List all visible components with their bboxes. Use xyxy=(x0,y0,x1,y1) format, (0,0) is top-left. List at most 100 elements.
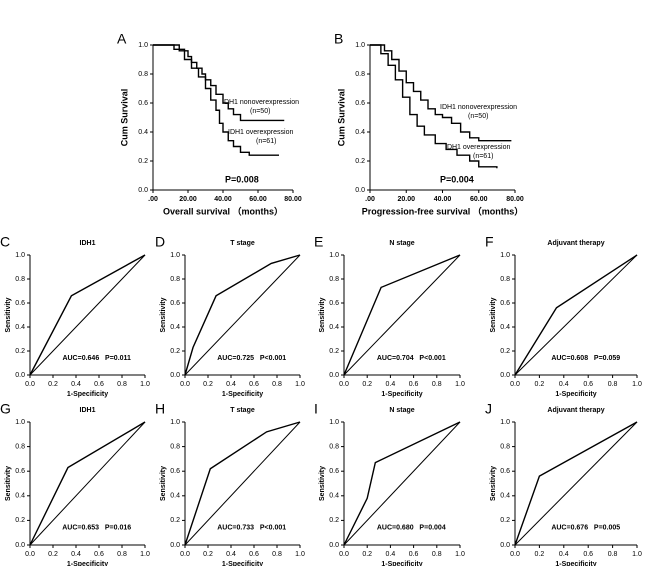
y-tick-label: 0.2 xyxy=(15,348,25,355)
y-axis-label: Sensitivity xyxy=(5,297,12,332)
curve-n: (n=50) xyxy=(468,113,488,120)
reference-line xyxy=(343,254,461,376)
x-tick-label: 0.8 xyxy=(432,381,442,388)
roc-curve xyxy=(184,254,301,376)
x-tick-label: 80.00 xyxy=(284,196,302,203)
x-tick-label: 1.0 xyxy=(295,551,305,558)
x-tick-label: 0.4 xyxy=(386,551,396,558)
y-axis-label: Sensitivity xyxy=(5,466,12,501)
x-tick-label: 0.2 xyxy=(362,551,372,558)
x-tick-label: 80.00 xyxy=(506,196,524,203)
x-axis-label: Overall survival （months） xyxy=(163,206,283,216)
x-axis-label: Progression-free survival （months） xyxy=(362,206,524,216)
x-tick-label: 20.00 xyxy=(179,196,197,203)
x-axis-label: 1-Specificity xyxy=(381,561,422,566)
roc-curve xyxy=(514,421,638,546)
y-tick-label: 0.8 xyxy=(500,276,510,283)
y-axis-label: Cum Survival xyxy=(119,89,129,147)
x-tick-label: .00 xyxy=(365,196,375,203)
y-tick-label: 0.6 xyxy=(500,300,510,307)
auc-label: AUC=0.725 P<0.001 xyxy=(217,355,286,362)
y-tick-label: 0.0 xyxy=(329,372,339,379)
x-tick-label: 0.2 xyxy=(203,381,213,388)
x-tick-label: 0.2 xyxy=(535,381,545,388)
panel-label: F xyxy=(485,234,494,250)
y-tick-label: 0.4 xyxy=(15,324,25,331)
curve-label: IDH1 overexpression xyxy=(228,129,293,136)
y-axis-label: Cum Survival xyxy=(336,89,346,147)
y-tick-label: 0.6 xyxy=(15,300,25,307)
y-tick-label: 0.2 xyxy=(500,348,510,355)
panel-title: Adjuvant therapy xyxy=(547,407,604,414)
x-tick-label: 0.4 xyxy=(71,381,81,388)
x-tick-label: 1.0 xyxy=(455,551,465,558)
y-tick-label: 0.8 xyxy=(15,443,25,450)
x-tick-label: 0.8 xyxy=(608,381,618,388)
x-tick-label: 0.0 xyxy=(510,381,520,388)
x-tick-label: 40.00 xyxy=(214,196,232,203)
y-tick-label: 0.4 xyxy=(170,324,180,331)
y-tick-label: 0.0 xyxy=(138,187,148,194)
reference-line xyxy=(514,254,638,376)
auc-label: AUC=0.704 P<0.001 xyxy=(377,355,446,362)
y-tick-label: 1.0 xyxy=(15,252,25,259)
x-tick-label: 1.0 xyxy=(632,381,642,388)
y-tick-label: 0.2 xyxy=(15,517,25,524)
y-tick-label: 0.6 xyxy=(15,468,25,475)
y-tick-label: 0.6 xyxy=(170,300,180,307)
x-tick-label: 0.4 xyxy=(226,381,236,388)
y-tick-label: 0.8 xyxy=(355,71,365,78)
x-tick-label: 0.0 xyxy=(510,551,520,558)
auc-label: AUC=0.608 P=0.059 xyxy=(551,355,620,362)
y-tick-label: 1.0 xyxy=(138,42,148,49)
y-tick-label: 0.8 xyxy=(138,71,148,78)
y-tick-label: 0.8 xyxy=(170,443,180,450)
x-tick-label: 0.6 xyxy=(94,551,104,558)
panel-title: IDH1 xyxy=(80,240,96,247)
curve-label: IDH1 nonoverexpression xyxy=(440,104,517,111)
curve-label: IDH1 overexpression xyxy=(445,144,510,151)
x-tick-label: 0.2 xyxy=(362,381,372,388)
panel-title: Adjuvant therapy xyxy=(547,240,604,247)
y-tick-label: 0.4 xyxy=(500,493,510,500)
x-tick-label: 0.6 xyxy=(583,551,593,558)
y-axis-label: Sensitivity xyxy=(490,297,497,332)
x-tick-label: 1.0 xyxy=(295,381,305,388)
survival-curve xyxy=(153,44,279,156)
x-tick-label: 0.4 xyxy=(71,551,81,558)
y-tick-label: 0.4 xyxy=(170,493,180,500)
y-tick-label: 1.0 xyxy=(329,419,339,426)
roc-curve xyxy=(184,421,301,546)
survival-curve xyxy=(370,44,498,169)
x-tick-label: 0.6 xyxy=(249,381,259,388)
reference-line xyxy=(514,421,638,546)
y-tick-label: 0.8 xyxy=(15,276,25,283)
panel-label: E xyxy=(314,234,323,250)
x-tick-label: 0.0 xyxy=(180,551,190,558)
y-axis-label: Sensitivity xyxy=(160,297,167,332)
auc-label: AUC=0.680 P=0.004 xyxy=(377,525,446,532)
y-tick-label: 0.6 xyxy=(138,100,148,107)
y-tick-label: 0.6 xyxy=(500,468,510,475)
x-tick-label: 0.8 xyxy=(272,551,282,558)
x-tick-label: 0.6 xyxy=(583,381,593,388)
panel-title: T stage xyxy=(230,240,255,247)
x-tick-label: 0.4 xyxy=(226,551,236,558)
y-tick-label: 0.4 xyxy=(355,129,365,136)
x-tick-label: 0.6 xyxy=(94,381,104,388)
x-tick-label: 0.2 xyxy=(535,551,545,558)
x-tick-label: 1.0 xyxy=(140,381,150,388)
reference-line xyxy=(343,421,461,546)
y-tick-label: 0.8 xyxy=(170,276,180,283)
roc-curve xyxy=(343,254,461,376)
x-tick-label: 0.6 xyxy=(249,551,259,558)
curve-n: (n=50) xyxy=(250,108,270,115)
y-tick-label: 0.0 xyxy=(170,372,180,379)
y-tick-label: 0.4 xyxy=(138,129,148,136)
reference-line xyxy=(184,254,301,376)
y-tick-label: 0.4 xyxy=(500,324,510,331)
y-tick-label: 0.0 xyxy=(170,542,180,549)
y-tick-label: 0.2 xyxy=(329,348,339,355)
curve-label: IDH1 nonoverexpression xyxy=(222,99,299,106)
y-axis-label: Sensitivity xyxy=(160,466,167,501)
